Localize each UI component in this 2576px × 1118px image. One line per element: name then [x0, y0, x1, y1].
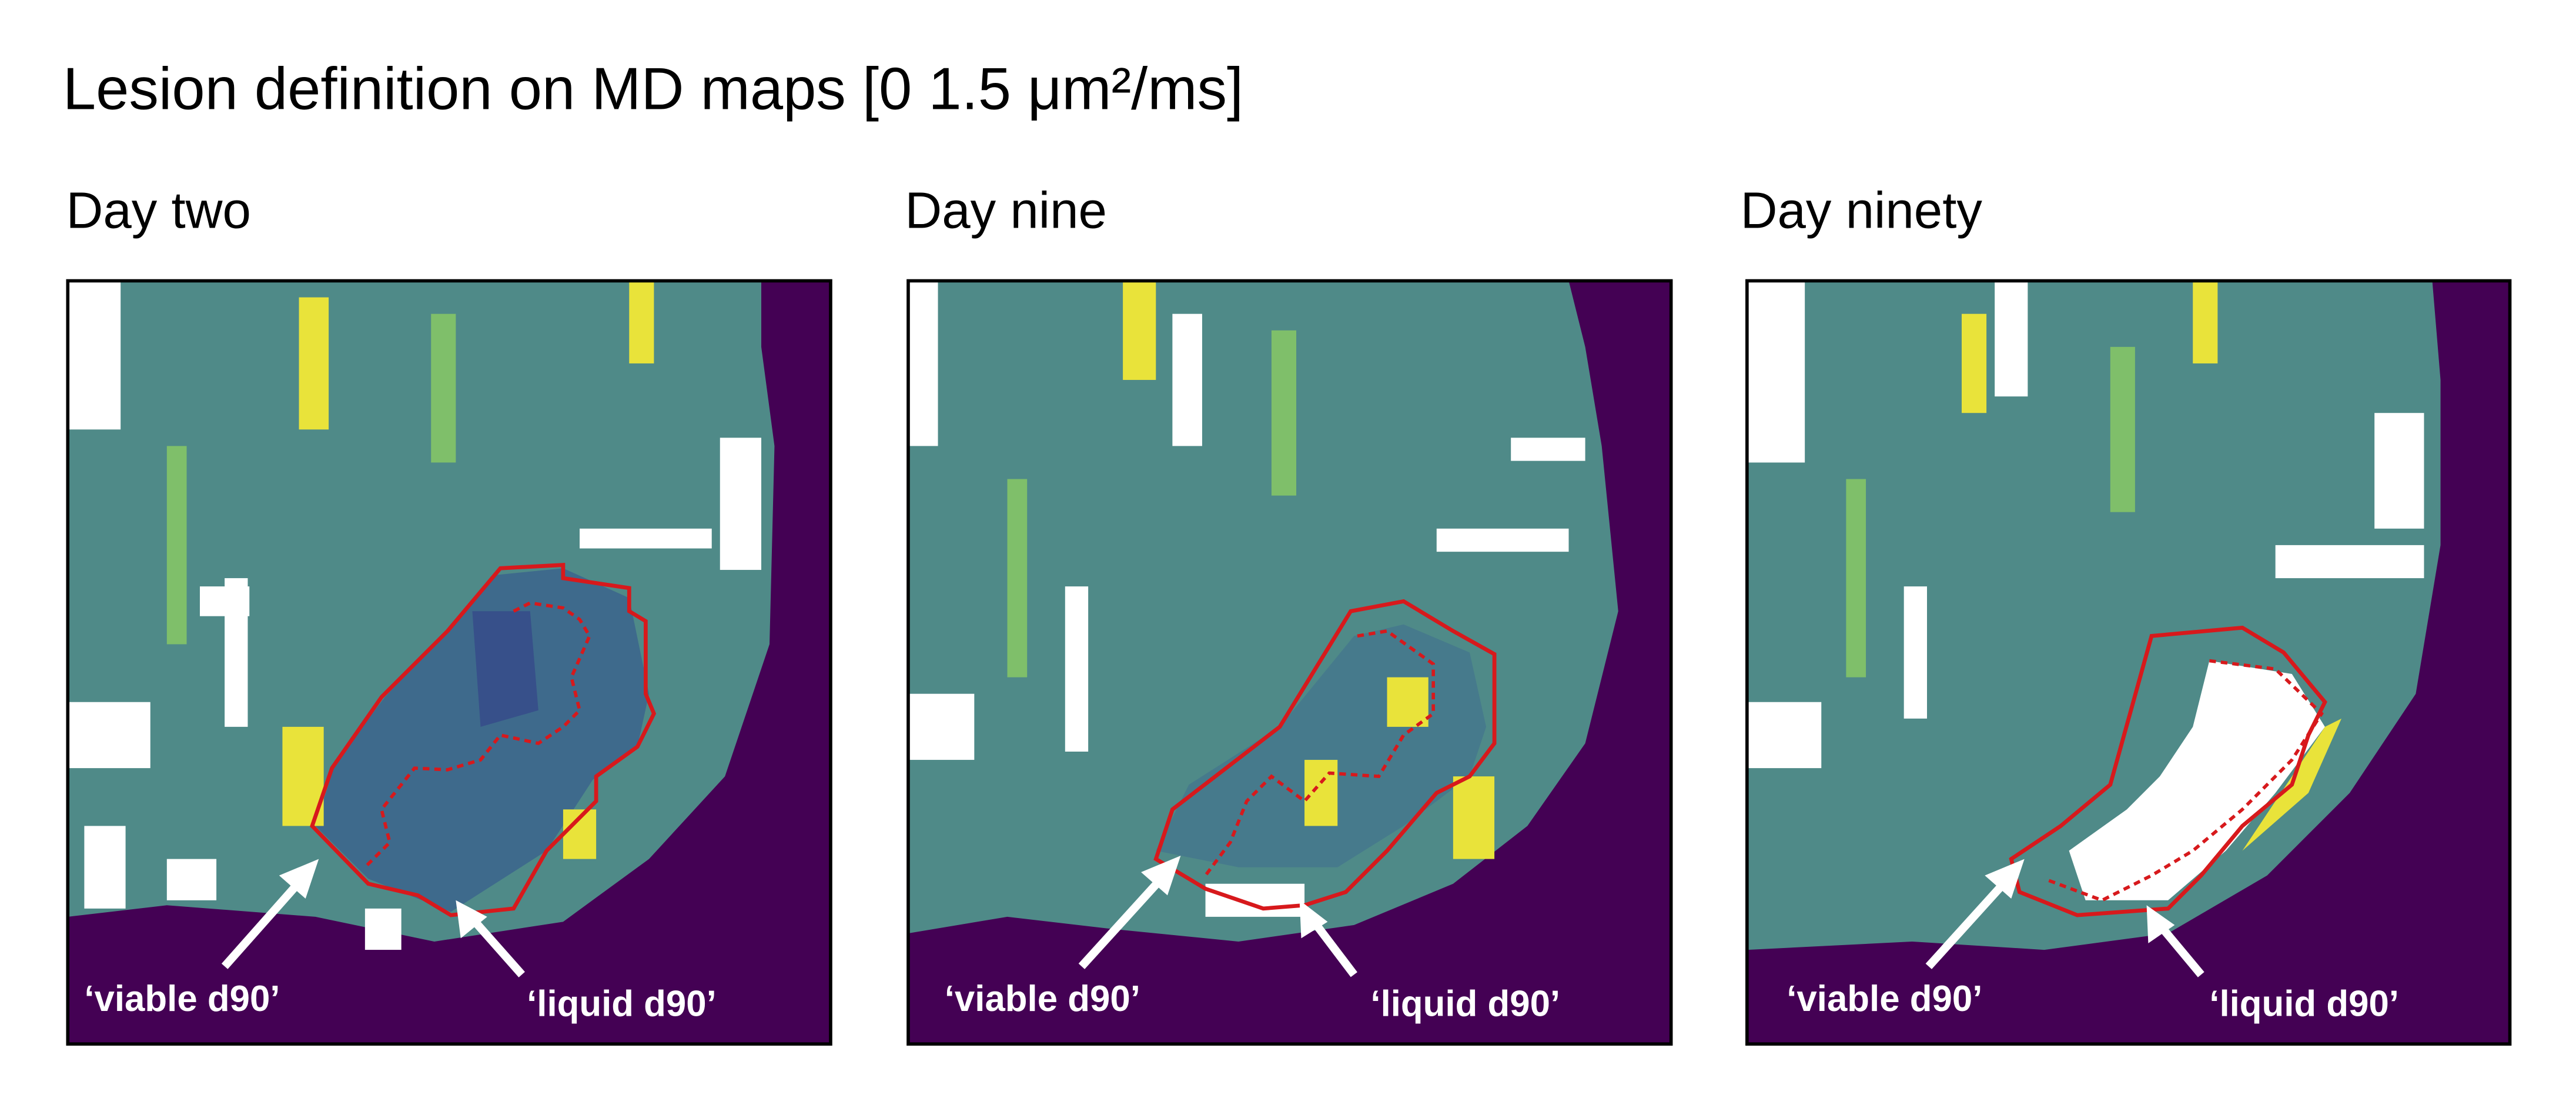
panel: ‘viable d90’ ‘liquid d90’	[906, 279, 1673, 1046]
annotation: ‘liquid d90’	[2209, 983, 2399, 1024]
figure-title: Lesion definition on MD maps [0 1.5 μm²/…	[63, 55, 1243, 122]
annotation: ‘viable d90’	[1787, 979, 1982, 1019]
panel-label: Day ninety	[1741, 182, 1983, 239]
panel-label: Day nine	[905, 182, 1107, 239]
panel: ‘viable d90’ ‘liquid d90’	[1745, 279, 2512, 1046]
panel-label: Day two	[66, 182, 251, 239]
md-map: ‘viable d90’ ‘liquid d90’	[1747, 281, 2510, 1044]
md-map: ‘viable d90’ ‘liquid d90’	[908, 281, 1671, 1044]
annotation: ‘liquid d90’	[527, 983, 717, 1024]
annotation: ‘viable d90’	[84, 979, 280, 1019]
annotation: ‘liquid d90’	[1370, 983, 1560, 1024]
md-map: ‘viable d90’ ‘liquid d90’	[68, 281, 831, 1044]
panel: ‘viable d90’ ‘liquid d90’	[66, 279, 832, 1046]
annotation: ‘viable d90’	[945, 979, 1140, 1019]
